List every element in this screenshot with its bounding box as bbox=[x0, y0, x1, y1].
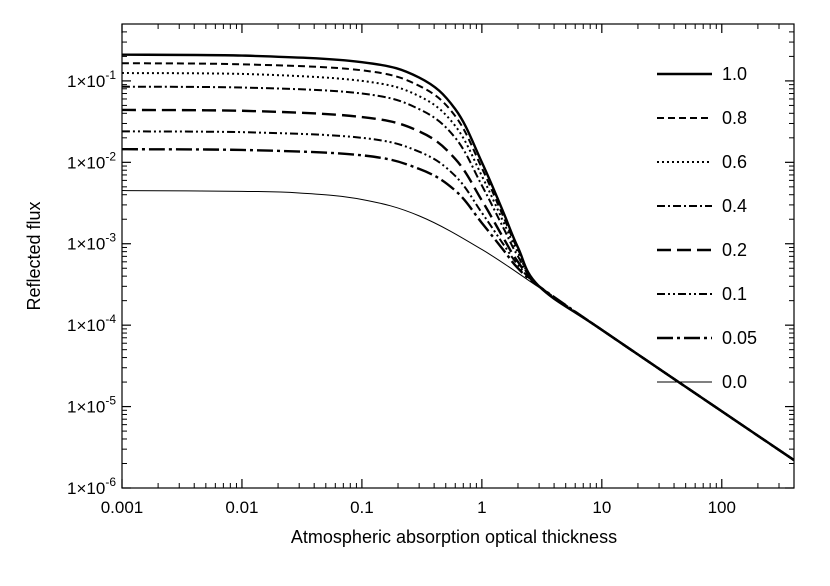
legend-label-0-8: 0.8 bbox=[722, 108, 747, 128]
legend-label-1-0: 1.0 bbox=[722, 64, 747, 84]
axes-layer: 0.001 0.01 0.1 1 10 100 1×10-1 1×10-2 1×10-3 1×10… bbox=[24, 23, 795, 547]
series-layer bbox=[122, 53, 794, 462]
x-tick-label: 0.1 bbox=[350, 498, 374, 517]
x-axis-label: Atmospheric absorption optical thickness bbox=[291, 527, 617, 547]
series-line-0-0 bbox=[122, 190, 794, 461]
y-tick-label: 1×10-2 bbox=[67, 149, 116, 172]
y-tick-label: 1×10-5 bbox=[67, 394, 116, 417]
y-tick-label: 1×10-6 bbox=[67, 475, 116, 498]
legend-label-0-0: 0.0 bbox=[722, 372, 747, 392]
y-axis-label: Reflected flux bbox=[24, 201, 44, 310]
x-tick-label: 0.001 bbox=[101, 498, 144, 517]
legend-label-0-1: 0.1 bbox=[722, 284, 747, 304]
x-tick-label: 0.01 bbox=[225, 498, 258, 517]
legend-label-0-4: 0.4 bbox=[722, 196, 747, 216]
legend: 1.0 0.8 0.6 0.4 0.2 0.1 0.05 0.0 bbox=[657, 64, 757, 392]
y-tick-label: 1×10-1 bbox=[67, 68, 116, 91]
y-tick-label: 1×10-3 bbox=[67, 231, 116, 254]
legend-label-0-2: 0.2 bbox=[722, 240, 747, 260]
x-tick-label: 10 bbox=[592, 498, 611, 517]
x-tick-label: 1 bbox=[477, 498, 486, 517]
legend-label-0-6: 0.6 bbox=[722, 152, 747, 172]
series-line-0-6 bbox=[122, 72, 794, 461]
legend-label-0-05: 0.05 bbox=[722, 328, 757, 348]
x-tick-label: 100 bbox=[708, 498, 736, 517]
y-tick-label: 1×10-4 bbox=[67, 312, 116, 335]
